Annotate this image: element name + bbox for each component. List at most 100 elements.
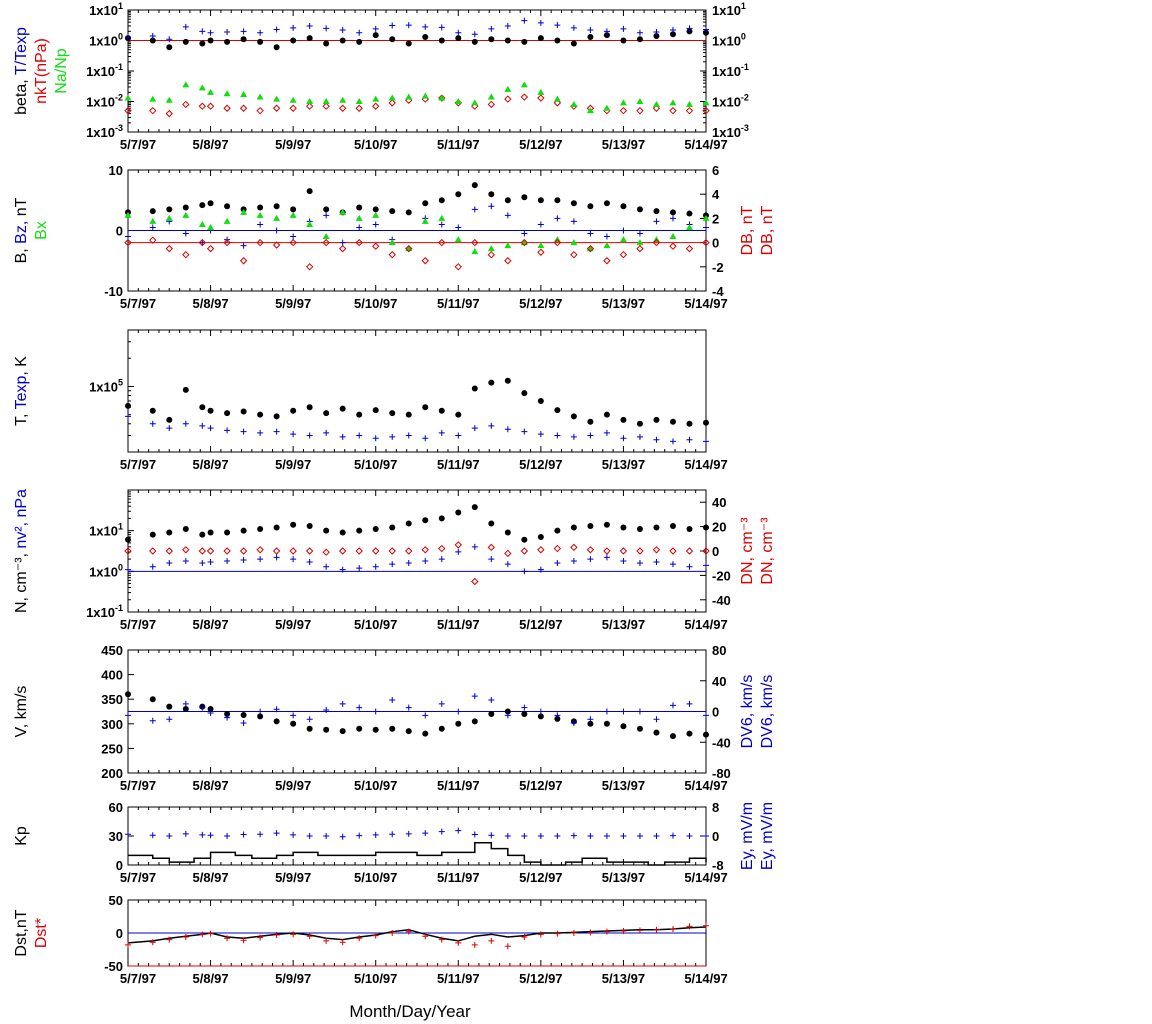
data-point <box>405 560 412 567</box>
data-point <box>422 435 429 442</box>
x-tick-label: 5/12/97 <box>519 296 562 311</box>
y-tick-label: 1x101 <box>89 1 123 18</box>
data-point <box>339 939 346 946</box>
data-point <box>686 923 693 930</box>
data-point <box>553 544 562 553</box>
data-point <box>504 37 511 44</box>
data-point <box>521 17 528 24</box>
data-point <box>182 23 189 30</box>
data-point <box>587 230 594 237</box>
data-point <box>488 191 495 198</box>
data-point <box>471 543 478 550</box>
data-point <box>669 733 676 740</box>
data-point <box>570 543 578 552</box>
data-point <box>422 830 429 837</box>
panel-kp-ey: 5/7/97 5/8/97 5/9/97 5/10/97 5/11/97 5/12/97 5… <box>13 800 776 885</box>
data-point <box>422 517 429 524</box>
data-point <box>653 208 660 215</box>
x-tick-label: 5/11/97 <box>437 870 480 885</box>
data-point <box>339 405 346 412</box>
plot-frame <box>127 489 707 613</box>
data-point <box>240 831 247 838</box>
data-point <box>537 431 544 438</box>
data-point <box>356 432 363 439</box>
data-point <box>405 93 413 100</box>
data-point <box>338 547 347 555</box>
right-y-tick-label: 0 <box>712 829 719 844</box>
data-point <box>240 90 248 97</box>
data-point <box>554 715 561 722</box>
data-point <box>702 547 710 555</box>
data-point <box>685 223 693 230</box>
data-point <box>356 411 363 418</box>
data-point <box>488 379 495 386</box>
data-point <box>438 936 445 943</box>
data-point <box>405 432 412 439</box>
data-point <box>636 833 643 839</box>
x-tick-label: 5/14/97 <box>684 296 727 311</box>
data-point <box>669 99 677 106</box>
data-point <box>421 92 429 99</box>
x-tick-label: 5/8/97 <box>192 137 228 152</box>
series-line <box>127 926 707 944</box>
data-point <box>587 716 594 723</box>
x-tick-label: 5/7/97 <box>120 457 156 472</box>
data-point <box>570 720 577 727</box>
data-point <box>520 547 529 555</box>
data-point <box>199 560 206 567</box>
data-point <box>165 244 173 253</box>
data-point <box>488 422 495 429</box>
data-point <box>521 230 528 237</box>
data-point <box>636 239 644 246</box>
data-point <box>537 931 544 938</box>
data-point <box>438 214 446 221</box>
data-point <box>223 104 231 112</box>
data-point <box>669 215 676 222</box>
data-point <box>240 408 247 415</box>
data-point <box>372 547 380 555</box>
data-point <box>537 533 544 540</box>
data-point <box>620 524 627 531</box>
y-tick-label: 30 <box>109 829 123 844</box>
data-point <box>488 937 495 944</box>
data-point <box>537 35 544 42</box>
data-point <box>570 413 577 420</box>
data-point <box>125 536 131 543</box>
x-tick-label: 5/8/97 <box>192 296 228 311</box>
data-point <box>620 416 627 423</box>
data-point <box>587 720 594 727</box>
data-point <box>488 710 495 717</box>
data-point <box>257 29 264 36</box>
data-point <box>372 708 379 715</box>
data-point <box>166 560 173 567</box>
data-point <box>554 197 561 204</box>
data-point <box>207 29 214 36</box>
data-point <box>702 214 710 221</box>
x-tick-label: 5/9/97 <box>275 457 311 472</box>
right-y-tick-label: 4 <box>712 187 720 202</box>
data-point <box>488 203 495 210</box>
data-point <box>199 704 206 711</box>
data-point <box>355 547 363 555</box>
data-point <box>537 221 544 228</box>
data-point <box>554 712 561 719</box>
data-point <box>471 718 478 725</box>
data-point <box>504 212 511 219</box>
data-point <box>206 244 215 253</box>
x-tick-label: 5/7/97 <box>120 870 156 885</box>
data-point <box>603 233 610 240</box>
x-tick-label: 5/10/97 <box>354 457 397 472</box>
data-point <box>405 520 412 527</box>
data-point <box>199 239 206 246</box>
data-point <box>504 561 511 568</box>
data-point <box>289 238 297 247</box>
data-point <box>471 248 479 255</box>
data-point <box>620 37 627 44</box>
data-point <box>686 210 693 217</box>
data-point <box>504 943 511 950</box>
data-point <box>504 85 512 92</box>
data-point <box>405 830 412 837</box>
data-point <box>488 696 495 703</box>
y-tick-label: 300 <box>101 717 123 732</box>
data-point <box>290 24 297 31</box>
